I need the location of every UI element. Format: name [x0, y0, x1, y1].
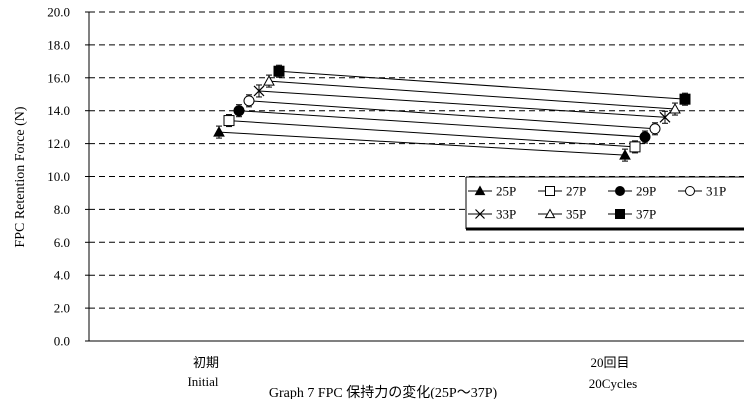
- legend-item-35P: 35P: [538, 207, 586, 222]
- y-tick-label: 20.0: [47, 5, 70, 20]
- y-tick-label: 14.0: [47, 103, 70, 118]
- series-line: [238, 110, 646, 138]
- x-category-en: 20Cycles: [589, 376, 637, 391]
- legend-label: 29P: [636, 184, 656, 199]
- y-tick-label: 10.0: [47, 169, 70, 184]
- series-27P: [223, 114, 641, 154]
- axes: [85, 11, 744, 342]
- series-29P: [233, 104, 651, 144]
- legend-label: 37P: [636, 207, 656, 222]
- legend-item-25P: 25P: [468, 184, 516, 199]
- legend-label: 25P: [496, 184, 516, 199]
- legend-label: 33P: [496, 207, 516, 222]
- data-point-marker: [669, 103, 681, 114]
- legend-item-37P: 37P: [608, 207, 656, 222]
- marker-stroke: [253, 85, 265, 97]
- y-tick-label: 0.0: [54, 334, 70, 349]
- y-tick-label: 16.0: [47, 70, 70, 85]
- chart-caption: Graph 7 FPC 保持力の変化(25P～37P): [269, 384, 498, 399]
- data-point-marker: [223, 115, 235, 127]
- legend-label: 31P: [706, 184, 726, 199]
- y-tick-label: 4.0: [54, 268, 70, 283]
- y-tick-label: 2.0: [54, 301, 70, 316]
- legend-item-33P: 33P: [468, 207, 516, 222]
- y-tick-label: 18.0: [47, 37, 70, 52]
- series-line: [218, 131, 626, 156]
- data-point-marker: [544, 208, 556, 219]
- data-point-marker: [685, 186, 695, 196]
- data-point-marker: [629, 141, 641, 153]
- data-point-marker: [679, 93, 691, 105]
- y-tick-labels: 0.0 2.0 4.0 6.0 8.0 10.0 12.0 14.0 16.0 18.0 20.0: [47, 5, 70, 349]
- data-point-marker: [233, 105, 245, 117]
- x-category-20cycles: 20回目 20Cycles: [589, 355, 637, 391]
- marker-stroke: [659, 111, 671, 123]
- data-point-marker: [475, 209, 485, 219]
- series-layer: [213, 64, 691, 162]
- data-point-marker: [273, 65, 285, 77]
- data-point-marker: [649, 123, 661, 135]
- series-37P: [273, 64, 691, 106]
- series-25P: [213, 125, 631, 162]
- y-tick-label: 6.0: [54, 235, 70, 250]
- series-line: [268, 80, 676, 110]
- series-33P: [253, 84, 671, 124]
- legend-item-27P: 27P: [538, 184, 586, 199]
- data-point-marker: [639, 131, 651, 143]
- data-point-marker: [619, 149, 631, 160]
- gridlines: [89, 11, 744, 309]
- legend-item-31P: 31P: [678, 184, 726, 199]
- series-35P: [263, 74, 681, 116]
- legend-background: [466, 177, 744, 229]
- series-line: [258, 90, 666, 118]
- series-line: [228, 120, 636, 148]
- x-category-initial: 初期 Initial: [187, 355, 219, 389]
- data-point-marker: [263, 75, 275, 86]
- x-category-jp: 20回目: [590, 355, 629, 370]
- data-point-marker: [474, 185, 486, 196]
- marker-stroke: [475, 209, 485, 219]
- legend-item-29P: 29P: [608, 184, 656, 199]
- data-point-marker: [615, 186, 625, 196]
- legend-label: 27P: [566, 184, 586, 199]
- data-point-marker: [545, 186, 555, 196]
- x-category-en: Initial: [187, 374, 218, 389]
- data-point-marker: [213, 126, 225, 137]
- series-line: [248, 100, 656, 130]
- series-31P: [243, 94, 661, 136]
- data-point-marker: [243, 95, 255, 107]
- legend-label: 35P: [566, 207, 586, 222]
- data-point-marker: [615, 209, 625, 219]
- y-axis-title: FPC Retention Force (N): [13, 106, 28, 247]
- legend: 25P 27P 29P 31P 33P 35P 37P: [465, 176, 744, 231]
- y-tick-label: 8.0: [54, 202, 70, 217]
- y-tick-label: 12.0: [47, 136, 70, 151]
- data-point-marker: [659, 111, 671, 123]
- data-point-marker: [253, 85, 265, 97]
- x-category-jp: 初期: [193, 355, 219, 370]
- series-line: [278, 70, 686, 100]
